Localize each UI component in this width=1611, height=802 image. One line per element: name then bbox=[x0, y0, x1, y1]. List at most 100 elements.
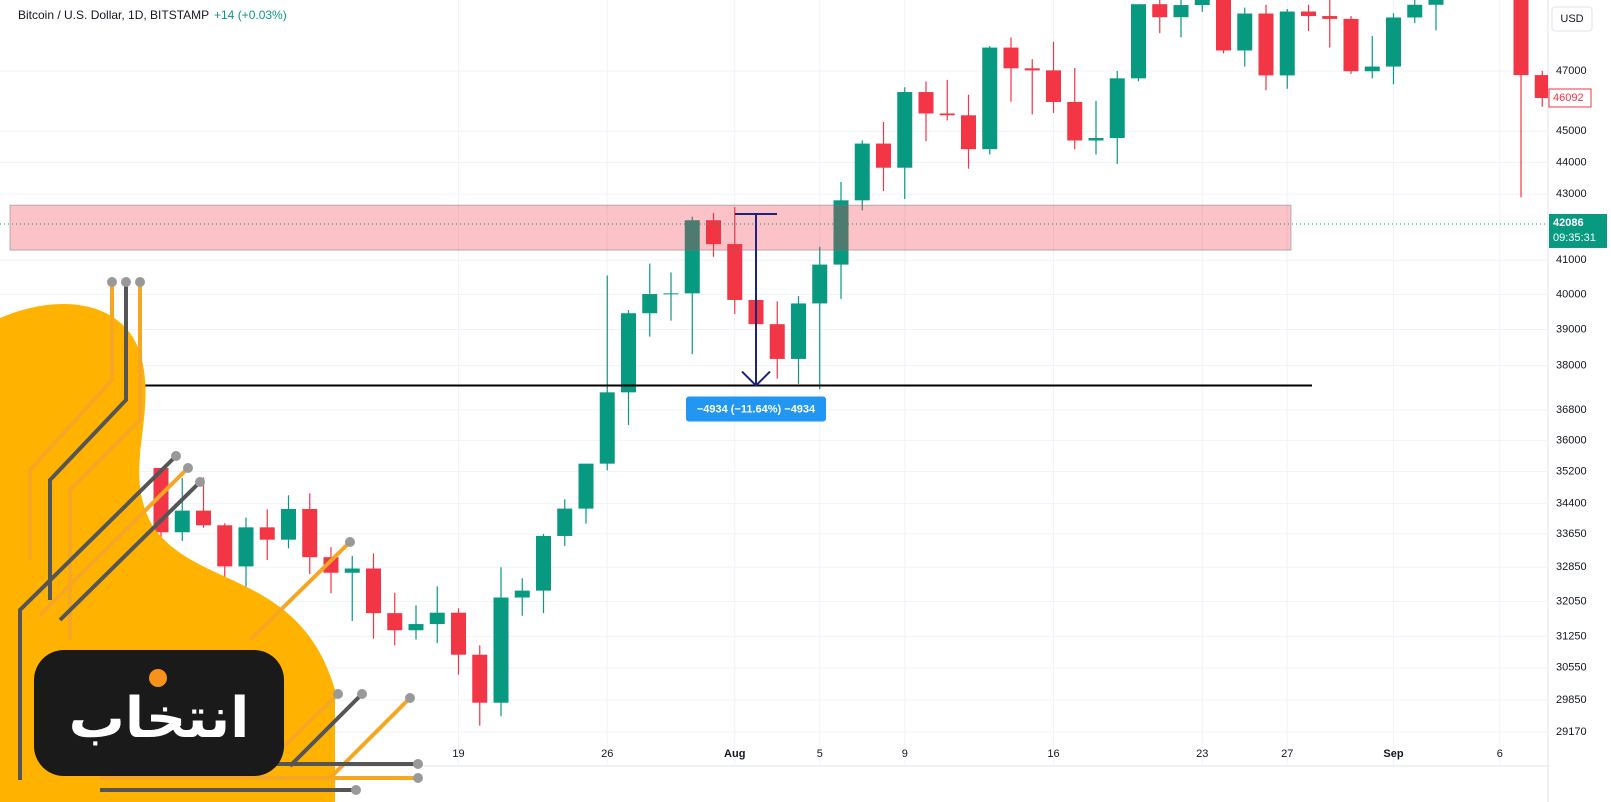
x-tick-label: 6 bbox=[1497, 748, 1503, 760]
y-tick-label: 33650 bbox=[1556, 528, 1587, 540]
candle-body bbox=[1386, 17, 1401, 67]
candle-body bbox=[514, 590, 530, 598]
chart-title: Bitcoin / U.S. Dollar, 1D, BITSTAMP bbox=[18, 8, 209, 22]
candle-body bbox=[706, 220, 721, 245]
candle-body bbox=[961, 115, 976, 150]
y-tick-label: 35200 bbox=[1556, 465, 1587, 477]
candle-body bbox=[259, 527, 275, 540]
candle-body bbox=[1343, 18, 1359, 72]
candle-body bbox=[493, 597, 509, 703]
x-tick-label: 26 bbox=[601, 748, 613, 760]
circuit-nodes bbox=[107, 277, 423, 795]
x-tick-label: 5 bbox=[817, 748, 823, 760]
currency[interactable]: USD bbox=[1560, 13, 1583, 25]
candle-body bbox=[387, 613, 403, 631]
y-tick-label: 39000 bbox=[1556, 323, 1587, 335]
countdown-label: 09:35:31 bbox=[1553, 232, 1596, 244]
candle-body bbox=[621, 313, 636, 393]
candle-body bbox=[897, 92, 913, 168]
y-tick-label: 45000 bbox=[1556, 125, 1587, 137]
y-tick-label: 38000 bbox=[1556, 359, 1587, 371]
candle-body bbox=[1428, 0, 1444, 5]
y-tick-label: 31250 bbox=[1556, 630, 1587, 642]
last-price-label: 46092 bbox=[1553, 92, 1584, 104]
candle-body bbox=[366, 568, 381, 614]
candle-body bbox=[281, 509, 296, 540]
candle-body bbox=[344, 568, 360, 573]
candle-body bbox=[1173, 5, 1189, 18]
y-tick-label: 44000 bbox=[1556, 156, 1587, 168]
candles bbox=[153, 0, 1548, 726]
currency-button[interactable] bbox=[1551, 6, 1593, 32]
candle-body bbox=[1407, 4, 1423, 18]
x-tick-label: 16 bbox=[1047, 748, 1059, 760]
candle-body bbox=[876, 143, 891, 168]
candle-body bbox=[557, 508, 573, 536]
measure-label: −4934 (−11.64%) −4934 bbox=[697, 403, 816, 415]
x-tick-label: 9 bbox=[902, 748, 908, 760]
candle-body bbox=[642, 294, 658, 314]
candle-body bbox=[1534, 75, 1548, 98]
candle-body bbox=[1003, 47, 1019, 69]
logo-text: انتخاب bbox=[69, 686, 250, 751]
candle-body bbox=[302, 509, 318, 558]
candle-body bbox=[1301, 11, 1316, 17]
candle-body bbox=[918, 92, 934, 114]
measure-arrow bbox=[741, 370, 771, 387]
drawings: −4934 (−11.64%) −4934 bbox=[0, 204, 1548, 422]
candle-body bbox=[1109, 78, 1125, 139]
x-tick-label: 23 bbox=[1196, 748, 1208, 760]
y-tick-label: 30550 bbox=[1556, 662, 1587, 674]
candle-body bbox=[323, 557, 339, 573]
candle-body bbox=[791, 303, 806, 359]
x-tick-label: Sep bbox=[1383, 748, 1403, 760]
candle-body bbox=[1046, 70, 1061, 102]
y-tick-label: 32050 bbox=[1556, 595, 1587, 607]
candle-body bbox=[238, 527, 254, 567]
x-tick-label: 27 bbox=[1281, 748, 1293, 760]
last-price-box bbox=[1548, 88, 1592, 108]
resistance-zone bbox=[9, 204, 1292, 251]
candle-body bbox=[1237, 13, 1253, 51]
candle-body bbox=[196, 510, 211, 526]
y-tick-label: 43000 bbox=[1556, 188, 1587, 200]
candle-body bbox=[727, 244, 743, 300]
candle-body bbox=[1258, 13, 1274, 76]
candle-body bbox=[684, 220, 700, 294]
y-tick-label: 36000 bbox=[1556, 434, 1587, 446]
x-tick-label: 19 bbox=[452, 748, 464, 760]
candle-body bbox=[982, 47, 998, 150]
candle-body bbox=[1513, 0, 1529, 76]
y-tick-label: 47000 bbox=[1556, 65, 1587, 77]
candle-body bbox=[536, 535, 551, 591]
candle-body bbox=[854, 143, 870, 201]
candle-body bbox=[1067, 101, 1083, 141]
change: +14 (+0.03%) bbox=[214, 8, 287, 22]
measure-label-box bbox=[686, 396, 826, 422]
y-tick-label: 41000 bbox=[1556, 254, 1587, 266]
candle-body bbox=[1024, 68, 1040, 71]
candle-body bbox=[812, 264, 828, 304]
candle-body bbox=[1364, 66, 1380, 72]
current-price-label: 42086 bbox=[1553, 217, 1584, 229]
candle-body bbox=[429, 612, 445, 625]
bitcoin-icon bbox=[149, 669, 167, 687]
y-tick-label: 36800 bbox=[1556, 404, 1587, 416]
candle-body bbox=[1279, 11, 1295, 76]
candle-body bbox=[472, 654, 488, 703]
candle-body bbox=[578, 463, 594, 509]
y-tick-label: 29170 bbox=[1556, 726, 1587, 738]
x-tick-label: Aug bbox=[724, 748, 745, 760]
y-tick-label: 40000 bbox=[1556, 288, 1587, 300]
candle-body bbox=[1088, 138, 1104, 141]
candle-body bbox=[833, 200, 849, 265]
candle-body bbox=[663, 293, 679, 295]
y-tick-label: 29850 bbox=[1556, 694, 1587, 706]
candle-body bbox=[939, 113, 955, 116]
logo-box bbox=[34, 650, 284, 776]
candle-body bbox=[599, 392, 615, 464]
candle-body bbox=[1152, 4, 1168, 18]
